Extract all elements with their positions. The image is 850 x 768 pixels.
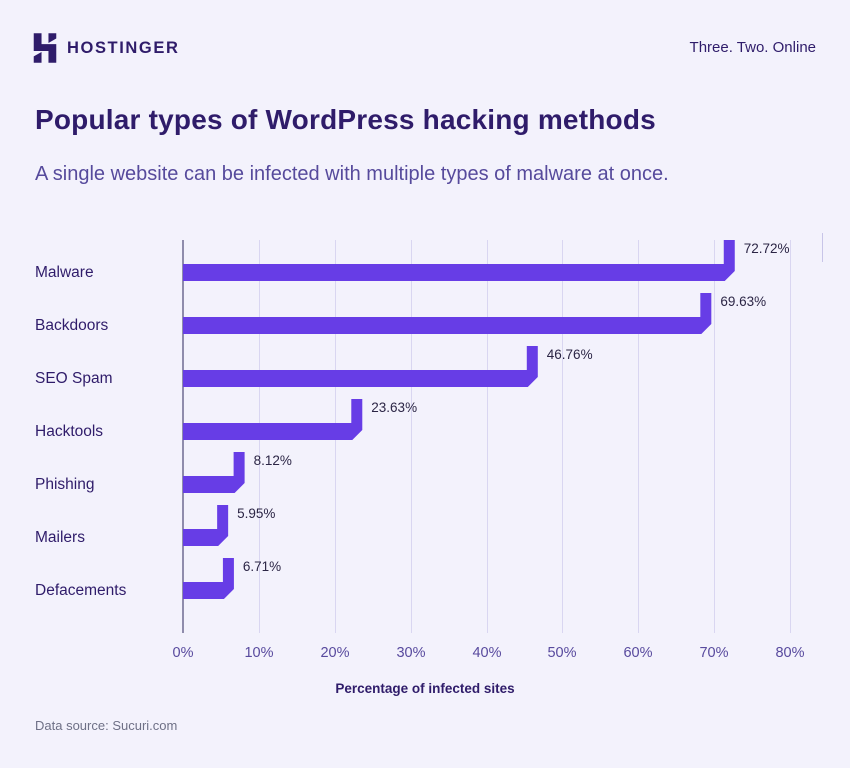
value-label: 8.12% bbox=[253, 453, 292, 468]
hostinger-logo-icon bbox=[33, 33, 57, 63]
value-label: 5.95% bbox=[237, 506, 276, 521]
category-label: Hacktools bbox=[35, 423, 104, 440]
brand: HOSTINGER bbox=[32, 33, 180, 63]
gridline bbox=[562, 240, 563, 633]
page-subtitle: A single website can be infected with mu… bbox=[35, 163, 669, 185]
gridline bbox=[487, 240, 488, 633]
x-axis-label: Percentage of infected sites bbox=[335, 681, 515, 696]
bar-mailers bbox=[183, 505, 229, 546]
bar-malware bbox=[183, 240, 735, 281]
x-tick-label: 0% bbox=[172, 645, 194, 661]
gridline bbox=[638, 240, 639, 633]
x-tick-label: 10% bbox=[244, 645, 274, 661]
header: HOSTINGER Three. Two. Online bbox=[32, 33, 816, 65]
value-label: 69.63% bbox=[720, 294, 767, 309]
x-tick-label: 40% bbox=[472, 645, 502, 661]
gridline bbox=[790, 240, 791, 633]
category-label: Malware bbox=[35, 264, 94, 281]
bar-backdoors bbox=[183, 293, 712, 334]
brand-name: HOSTINGER bbox=[67, 38, 180, 57]
value-label: 46.76% bbox=[546, 347, 593, 362]
data-source: Data source: Sucuri.com bbox=[35, 718, 178, 733]
category-label: Mailers bbox=[35, 529, 85, 546]
page-title: Popular types of WordPress hacking metho… bbox=[35, 104, 656, 135]
category-label: Defacements bbox=[35, 582, 127, 599]
bar-defacements bbox=[183, 558, 234, 599]
x-tick-label: 20% bbox=[320, 645, 350, 661]
category-label: SEO Spam bbox=[35, 370, 113, 387]
bar-seo-spam bbox=[183, 346, 538, 387]
value-label: 6.71% bbox=[242, 559, 282, 574]
x-tick-label: 50% bbox=[547, 645, 577, 661]
category-label: Backdoors bbox=[35, 317, 109, 334]
gridline bbox=[714, 240, 715, 633]
x-tick-label: 60% bbox=[623, 645, 653, 661]
x-tick-label: 80% bbox=[775, 645, 805, 661]
gridline bbox=[411, 240, 412, 633]
x-tick-label: 70% bbox=[699, 645, 729, 661]
x-tick-label: 30% bbox=[396, 645, 426, 661]
value-label: 72.72% bbox=[743, 241, 790, 256]
value-label: 23.63% bbox=[371, 400, 418, 415]
bar-hacktools bbox=[183, 399, 363, 440]
plot-right-edge-line bbox=[822, 233, 823, 262]
category-label: Phishing bbox=[35, 476, 95, 493]
bar-phishing bbox=[183, 452, 245, 493]
brand-tagline: Three. Two. Online bbox=[689, 39, 816, 56]
